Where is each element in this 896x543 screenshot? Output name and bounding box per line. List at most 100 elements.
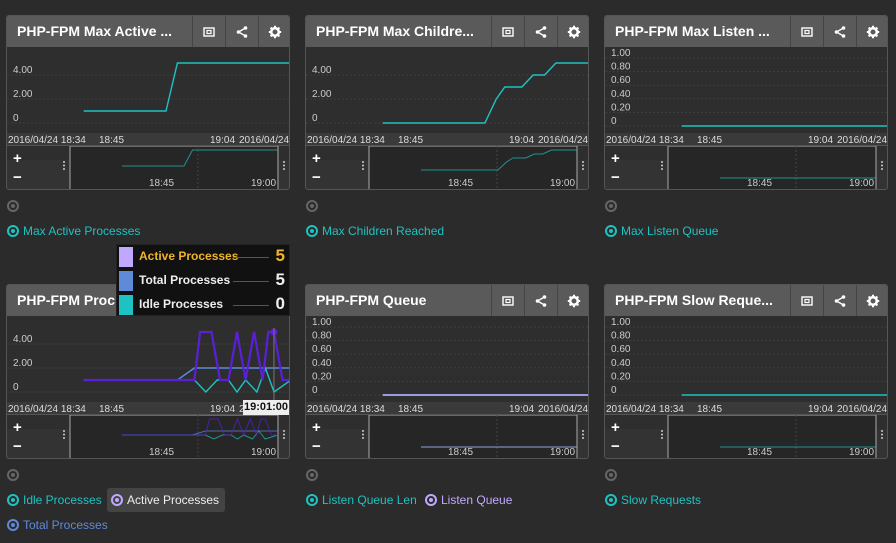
radio-icon (7, 225, 19, 237)
legend-item[interactable]: Max Children Reached (306, 222, 444, 240)
zoom-out-button[interactable]: − (611, 438, 620, 455)
navigator-chart[interactable]: 18:45 19:00 (605, 415, 888, 459)
settings-button[interactable] (856, 285, 887, 316)
share-icon (834, 25, 846, 38)
legend-toggle-all[interactable] (605, 466, 621, 484)
fullscreen-button[interactable] (192, 16, 225, 47)
range-navigator[interactable]: 18:45 19:00 + − (7, 414, 290, 459)
legend-toggle-all[interactable] (306, 466, 322, 484)
settings-button[interactable] (258, 16, 289, 47)
settings-button[interactable] (557, 285, 588, 316)
range-navigator[interactable]: 18:45 19:00 + − (306, 145, 589, 190)
legend-item[interactable]: Idle Processes (7, 491, 102, 509)
series-swatch (119, 295, 133, 315)
drag-handle-dot (362, 433, 364, 436)
navigator-chart[interactable]: 18:45 19:00 (7, 415, 290, 459)
share-button[interactable] (524, 16, 557, 47)
settings-button[interactable] (856, 16, 887, 47)
time-axis (306, 133, 588, 146)
legend-label: Listen Queue (441, 493, 513, 507)
range-navigator[interactable]: 18:45 19:00 + − (605, 414, 888, 459)
legend-toggle-all[interactable] (7, 466, 23, 484)
drag-handle-dot (63, 161, 65, 163)
share-icon (236, 25, 248, 38)
y-tick-label: 0.80 (611, 331, 631, 342)
x-tick-label: 2016/04/24 (837, 135, 887, 146)
x-tick-label: 19:04 (509, 404, 534, 415)
zoom-in-button[interactable]: + (13, 150, 22, 167)
navigator-chart[interactable]: 18:45 19:00 (306, 415, 589, 459)
legend-item[interactable]: Slow Requests (605, 491, 701, 509)
gear-icon (866, 294, 880, 307)
legend-label: Max Children Reached (322, 224, 445, 238)
legend-item[interactable]: Max Active Processes (7, 222, 140, 240)
navigator-chart[interactable]: 18:45 19:00 (306, 146, 589, 190)
navigator-chart[interactable]: 18:45 19:00 (605, 146, 888, 190)
navigator-tick-label: 18:45 (747, 178, 772, 189)
y-tick-label: 4.00 (13, 65, 33, 76)
drag-handle-dot (881, 433, 883, 436)
time-axis (605, 133, 887, 146)
zoom-in-button[interactable]: + (13, 419, 22, 436)
zoom-in-button[interactable]: + (611, 419, 620, 436)
range-navigator[interactable]: 18:45 19:00 + − (605, 145, 888, 190)
range-navigator[interactable]: 18:45 19:00 + − (306, 414, 589, 459)
x-tick-label: 2016/04/24 18:34 (606, 135, 684, 146)
share-button[interactable] (823, 285, 856, 316)
series-swatch (119, 271, 133, 291)
legend-item[interactable]: Active Processes (107, 488, 226, 512)
fullscreen-button[interactable] (491, 16, 524, 47)
line-chart[interactable]: 1.00 0.80 0.60 0.40 0.20 0 2016/04/24 18:34 18:… (306, 316, 589, 429)
navigator-tick-label: 19:00 (251, 447, 276, 458)
y-tick-label: 0.60 (611, 75, 631, 86)
legend-toggle-all[interactable] (7, 197, 23, 215)
legend-item[interactable]: Listen Queue Len (306, 491, 417, 509)
zoom-in-button[interactable]: + (611, 150, 620, 167)
tooltip-row: Active Processes 5 (117, 245, 291, 269)
navigator-window (667, 415, 877, 458)
y-tick-label: 4.00 (13, 334, 33, 345)
share-button[interactable] (524, 285, 557, 316)
radio-icon (7, 519, 19, 531)
zoom-in-button[interactable]: + (312, 419, 321, 436)
legend-item[interactable]: Listen Queue (425, 491, 512, 509)
x-tick-label: 19:04 (808, 135, 833, 146)
y-tick-label: 1.00 (611, 48, 631, 59)
settings-button[interactable] (557, 16, 588, 47)
drag-handle-dot (582, 164, 584, 167)
fullscreen-button[interactable] (790, 16, 823, 47)
zoom-out-button[interactable]: − (312, 169, 321, 186)
fullscreen-button[interactable] (491, 285, 524, 316)
drag-handle-dot (881, 168, 883, 170)
legend-toggle-all[interactable] (306, 197, 322, 215)
zoom-out-button[interactable]: − (312, 438, 321, 455)
legend-item[interactable]: Total Processes (7, 516, 108, 534)
zoom-out-button[interactable]: − (13, 169, 22, 186)
navigator-chart[interactable]: 18:45 19:00 (7, 146, 290, 190)
drag-handle-dot (63, 430, 65, 432)
zoom-out-button[interactable]: − (13, 438, 22, 455)
panel-header: PHP-FPM Max Listen ... (605, 16, 887, 47)
range-navigator[interactable]: 18:45 19:00 + − (7, 145, 290, 190)
legend-item[interactable]: Max Listen Queue (605, 222, 718, 240)
legend-toggle-all[interactable] (605, 197, 621, 215)
fullscreen-button[interactable] (790, 285, 823, 316)
share-button[interactable] (225, 16, 258, 47)
line-chart[interactable]: 1.00 0.80 0.60 0.40 0.20 0 2016/04/24 18:34 18:… (605, 316, 888, 429)
x-tick-label: 19:04 (509, 135, 534, 146)
drag-handle-dot (362, 168, 364, 170)
x-tick-label: 18:45 (398, 404, 423, 415)
panel-title: PHP-FPM Slow Reque... (615, 292, 773, 308)
share-button[interactable] (823, 16, 856, 47)
tooltip-value: 5 (275, 270, 285, 289)
panel-title: PHP-FPM Max Childre... (316, 23, 474, 39)
radio-icon (306, 494, 318, 506)
zoom-in-button[interactable]: + (312, 150, 321, 167)
radio-icon (111, 494, 123, 506)
share-icon (535, 294, 547, 307)
line-chart[interactable]: 1.00 0.80 0.60 0.40 0.20 0 2016/04/24 18:34 18:… (605, 47, 888, 160)
zoom-out-button[interactable]: − (611, 169, 620, 186)
